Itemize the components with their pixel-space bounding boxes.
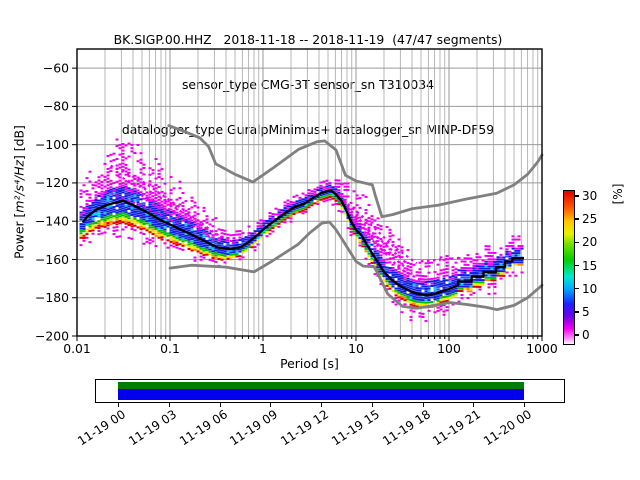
timeline-tick: [422, 402, 424, 407]
colorbar-tick-label: 20: [582, 235, 598, 250]
timeline-tick: [219, 402, 221, 407]
svg-text:0.01: 0.01: [63, 341, 91, 356]
svg-text:100: 100: [437, 341, 461, 356]
timeline-tick: [371, 402, 373, 407]
timeline-tick: [118, 402, 120, 407]
colorbar: [563, 190, 575, 345]
title-line-station: BK.SIGP.00.HHZ 2018-11-18 -- 2018-11-19 …: [113, 32, 503, 47]
colorbar-tick: [575, 241, 579, 244]
svg-text:−200: −200: [35, 328, 69, 343]
svg-text:−100: −100: [35, 137, 69, 152]
svg-text:−120: −120: [35, 175, 69, 190]
svg-text:−160: −160: [35, 252, 69, 267]
colorbar-tick-label: 5: [582, 304, 590, 319]
colorbar-tick-label: 25: [582, 212, 598, 227]
timeline-tick: [524, 402, 526, 407]
timeline-tick: [270, 402, 272, 407]
data-coverage-timeline: [95, 379, 565, 403]
colorbar-tick-label: 10: [582, 281, 598, 296]
svg-text:10: 10: [348, 341, 364, 356]
colorbar-tick: [575, 218, 579, 220]
colorbar-tick: [575, 264, 579, 267]
colorbar-tick-label: 0: [582, 328, 590, 342]
timeline-tick: [168, 402, 170, 407]
colorbar-tick: [575, 195, 579, 197]
svg-text:−60: −60: [43, 60, 69, 75]
coverage-bar-data: [118, 389, 524, 400]
svg-text:0.1: 0.1: [160, 341, 180, 356]
svg-text:−180: −180: [35, 290, 69, 305]
colorbar-units-label: [%]: [611, 183, 625, 205]
x-axis-label: Period [s]: [280, 356, 339, 371]
svg-text:1: 1: [259, 341, 267, 356]
svg-text:1000: 1000: [526, 341, 558, 356]
timeline-tick: [473, 402, 475, 407]
svg-text:−140: −140: [35, 214, 69, 229]
colorbar-tick: [575, 287, 579, 290]
timeline-tick: [321, 402, 323, 407]
colorbar-tick: [575, 311, 579, 313]
svg-text:−80: −80: [43, 99, 69, 114]
colorbar-tick-label: 15: [582, 258, 598, 273]
title-line-sensor: sensor_type CMG-3T sensor_sn T310034: [181, 77, 435, 92]
colorbar-tick: [575, 334, 579, 336]
colorbar-tick-label: 30: [582, 189, 598, 203]
coverage-bar-processed: [118, 382, 524, 389]
